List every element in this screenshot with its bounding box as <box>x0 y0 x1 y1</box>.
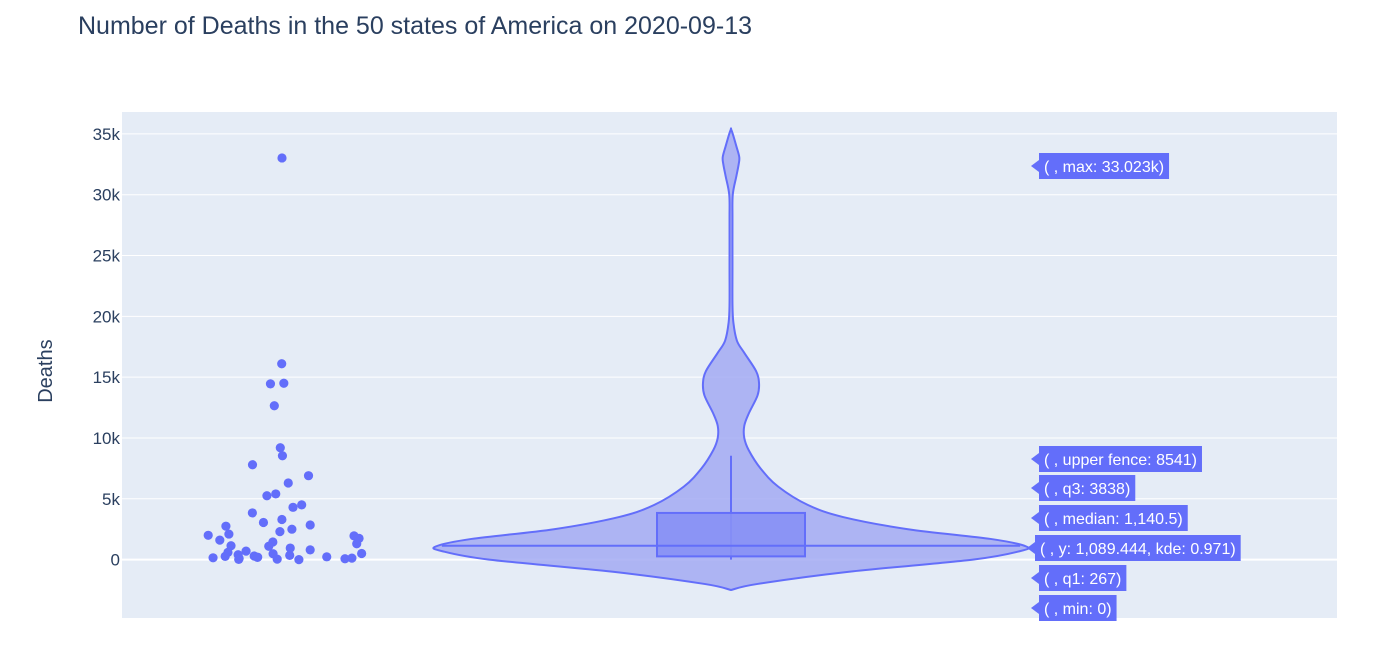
data-point[interactable] <box>247 460 258 470</box>
y-tick-label: 25k <box>93 247 121 266</box>
data-point[interactable] <box>241 546 251 556</box>
data-point[interactable] <box>277 359 287 369</box>
iqr-box[interactable] <box>656 511 806 558</box>
data-point[interactable] <box>275 527 285 537</box>
data-point[interactable] <box>322 552 332 562</box>
data-point[interactable] <box>265 379 276 389</box>
y-tick-label: 15k <box>93 368 121 387</box>
data-point[interactable] <box>275 443 285 453</box>
hover-label-text: ( , q3: 3838) <box>1044 481 1130 498</box>
data-point[interactable] <box>264 541 274 551</box>
data-point[interactable] <box>288 502 298 512</box>
data-point[interactable] <box>287 524 297 534</box>
hover-label-text: ( , median: 1,140.5) <box>1044 511 1183 528</box>
data-point[interactable] <box>297 500 307 510</box>
data-point[interactable] <box>215 535 225 545</box>
hover-label-upper-fence: ( , upper fence: 8541) <box>1031 446 1202 472</box>
data-point[interactable] <box>208 553 218 563</box>
data-point[interactable] <box>305 545 315 555</box>
data-point[interactable] <box>277 514 287 525</box>
data-point[interactable] <box>272 554 282 564</box>
data-point[interactable] <box>252 552 263 563</box>
data-point[interactable] <box>220 551 230 561</box>
hover-label-q3: ( , q3: 3838) <box>1031 475 1136 501</box>
data-point[interactable] <box>258 517 269 528</box>
data-point[interactable] <box>340 554 350 564</box>
y-axis-title: Deaths <box>35 339 57 402</box>
hover-label-median: ( , median: 1,140.5) <box>1031 505 1188 531</box>
y-tick-label: 35k <box>93 125 121 144</box>
data-point[interactable] <box>203 530 213 540</box>
violin-trace[interactable] <box>432 127 1030 592</box>
hover-label-q1: ( , q1: 267) <box>1031 565 1127 591</box>
hover-label-min: ( , min: 0) <box>1031 595 1117 621</box>
data-point[interactable] <box>285 543 295 553</box>
y-tick-label: 20k <box>93 307 121 326</box>
data-point[interactable] <box>279 378 289 388</box>
data-point[interactable] <box>294 555 304 565</box>
data-point[interactable] <box>303 471 314 481</box>
data-point[interactable] <box>224 529 234 539</box>
violin-shape[interactable] <box>432 127 1030 592</box>
y-tick-label: 10k <box>93 429 121 448</box>
y-tick-label: 30k <box>93 186 121 205</box>
data-point[interactable] <box>277 153 287 163</box>
hover-label-max: ( , max: 33.023k) <box>1031 153 1170 179</box>
data-points[interactable] <box>203 153 367 565</box>
hover-label-text: ( , upper fence: 8541) <box>1044 452 1197 469</box>
hover-label-text: ( , min: 0) <box>1044 601 1112 618</box>
hover-label-kde: ( , y: 1,089.444, kde: 0.971) <box>1027 535 1241 561</box>
data-point[interactable] <box>221 521 231 531</box>
data-point[interactable] <box>247 508 257 518</box>
data-point[interactable] <box>305 520 315 530</box>
data-point[interactable] <box>271 489 281 499</box>
hover-labels: ( , max: 33.023k) ( , upper fence: 8541) (… <box>1027 153 1241 621</box>
hover-label-text: ( , q1: 267) <box>1044 571 1121 588</box>
data-point[interactable] <box>352 539 362 549</box>
hover-label-text: ( , max: 33.023k) <box>1044 159 1164 176</box>
data-point[interactable] <box>269 401 279 411</box>
data-point[interactable] <box>234 554 244 564</box>
y-tick-label: 0 <box>111 551 120 570</box>
y-axis-ticks: 0 5k 10k 15k 20k 25k 30k 35k <box>93 125 121 570</box>
data-point[interactable] <box>357 548 367 559</box>
data-point[interactable] <box>347 553 357 563</box>
y-tick-label: 5k <box>102 490 120 509</box>
data-point[interactable] <box>283 478 293 488</box>
hover-label-text: ( , y: 1,089.444, kde: 0.971) <box>1040 541 1236 558</box>
chart-title: Number of Deaths in the 50 states of Ame… <box>78 12 752 40</box>
data-point[interactable] <box>262 491 272 501</box>
data-point[interactable] <box>285 550 295 560</box>
data-point[interactable] <box>277 451 288 461</box>
